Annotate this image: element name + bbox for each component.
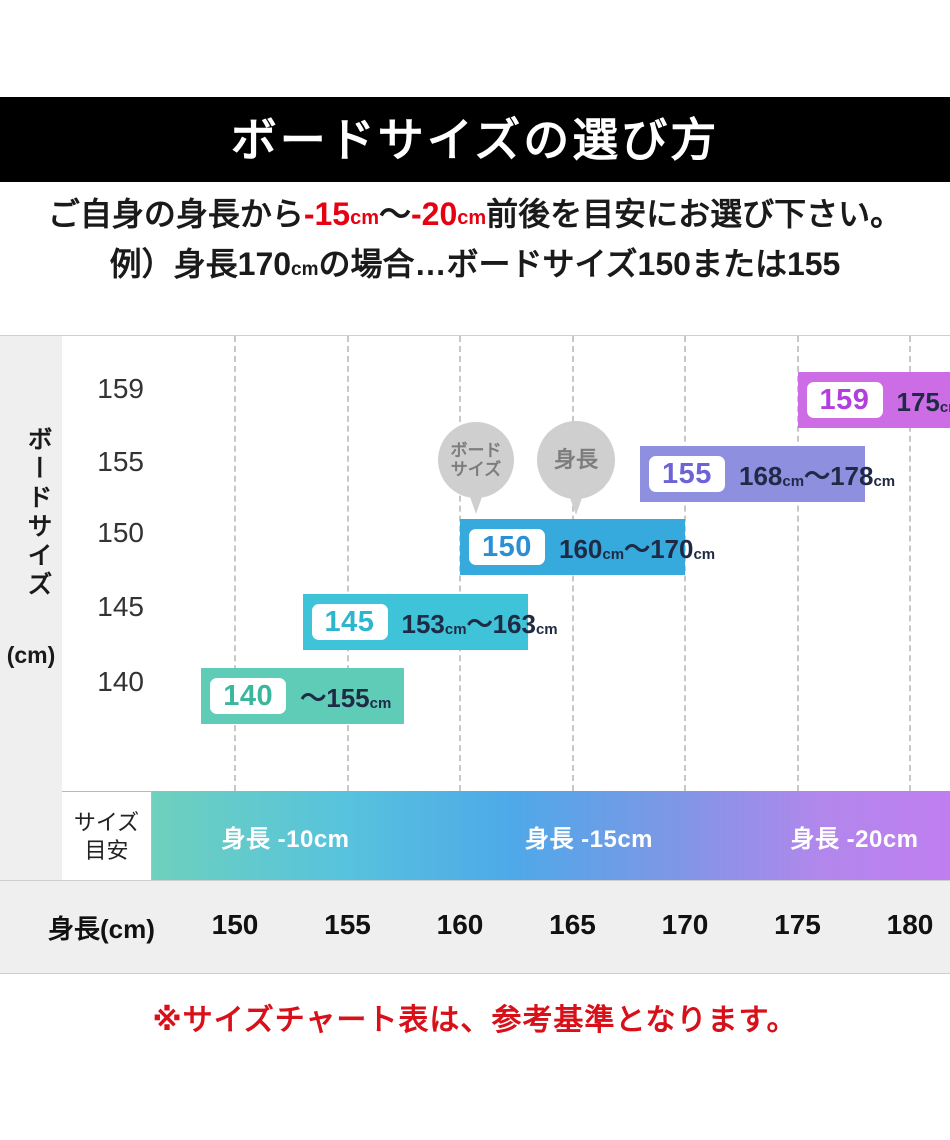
callout-tail-icon [569,495,583,515]
size-guide-segment-2: 身長 -15cm [524,825,654,853]
intro-cm-1: cm [350,207,379,229]
intro-line2-part-b: の場合…ボードサイズ150または155 [318,245,841,282]
board-size-chip: 145 [311,604,388,640]
gridline-175 [796,336,799,791]
x-tick-165: 165 [549,909,596,940]
x-axis-row: 身長(cm) 150 155 160 165 170 175 180 [0,880,950,974]
size-guide-label-line2: 目安 [84,837,129,863]
size-guide-label-line1: サイズ [73,810,140,835]
footer-note: ※サイズチャート表は、参考基準となります。 [152,1004,798,1037]
intro-line2-cm: cm [291,258,319,280]
page-title-band: ボードサイズの選び方 [0,97,950,182]
height-range-text: 160cm～170cm [559,533,716,564]
x-tick-150: 150 [211,909,259,940]
plot-area: 159175cm～155168cm～178cm150160cm～170cm145… [152,336,950,791]
y-axis-title: ボードサイズ [24,426,52,600]
y-tick-140: 140 [97,666,144,697]
x-tick-155: 155 [324,909,371,940]
size-guide-gradient-band: 身長 -10cm 身長 -15cm 身長 -20cm [152,791,950,881]
bar-board-size-150: 150 160cm～170cm [460,519,715,575]
y-tick-155: 155 [97,446,144,477]
height-range-text: ～155cm [300,682,392,713]
bar-board-size-155: 155 168cm～178cm [640,446,895,502]
board-size-chip: 159 [806,382,883,418]
intro-minus-15: -15 [303,196,351,232]
x-axis-title: 身長(cm) [48,914,155,944]
x-tick-175: 175 [774,909,821,940]
callout-bubble-label: ボード サイズ [450,440,502,479]
height-range-text: 168cm～178cm [739,460,896,491]
intro-cm-2: cm [457,207,487,229]
intro-line1-part-b: 前後を目安にお選び下さい。 [486,196,903,232]
intro-tilde: ～ [378,196,411,232]
board-size-chip: 150 [469,529,545,565]
gridline-150 [234,336,236,791]
callout-bubble-height: 身長 [537,421,615,515]
board-size-chip: 155 [649,456,725,492]
bar-board-size-140: 140 ～155cm [201,668,404,724]
gridline-155 [346,336,349,791]
intro-line-1: ご自身の身長から-15cm～-20cm前後を目安にお選び下さい。 [0,190,950,240]
intro-minus-20: -20 [411,196,458,232]
y-axis-ticks: 159 155 150 145 140 [62,336,153,791]
y-tick-145: 145 [97,591,144,622]
y-axis-title-column: ボードサイズ (cm) [0,336,62,881]
height-range-text: 175cm～ [896,386,950,417]
x-tick-180: 180 [886,909,934,940]
bar-board-size-145: 145 153cm～163cm [302,594,558,650]
y-tick-150: 150 [97,517,144,548]
intro-line-2: 例）身長170cmの場合…ボードサイズ150または155 [0,240,950,290]
callout-tail-icon [469,494,483,514]
callout-bubble-board-size: ボード サイズ [438,422,514,514]
board-size-chip: 140 [210,678,287,714]
y-tick-159: 159 [97,373,144,404]
size-guide-segment-1: 身長 -10cm [221,825,350,853]
intro-line1-part-a: ご自身の身長から [47,196,304,232]
height-range-text: 153cm～163cm [401,608,558,639]
size-guide-label: サイズ 目安 [62,791,152,881]
size-guide-segment-3: 身長 -20cm [790,825,919,853]
x-tick-160: 160 [436,909,484,940]
callout-bubble-label: 身長 [553,446,598,472]
gridline-180 [909,336,911,791]
gridline-170 [684,336,686,791]
intro-line2-part-a: 例）身長170 [109,245,292,282]
size-guide-row: サイズ 目安 身長 -10cm 身長 -15cm 身長 -20cm [0,791,950,881]
page-title: ボードサイズの選び方 [230,113,720,166]
y-axis-unit: (cm) [6,642,56,668]
x-tick-170: 170 [661,909,709,940]
bar-board-size-159: 159 175cm～ [797,372,950,428]
intro-text: ご自身の身長から-15cm～-20cm前後を目安にお選び下さい。 例）身長170… [0,190,950,289]
